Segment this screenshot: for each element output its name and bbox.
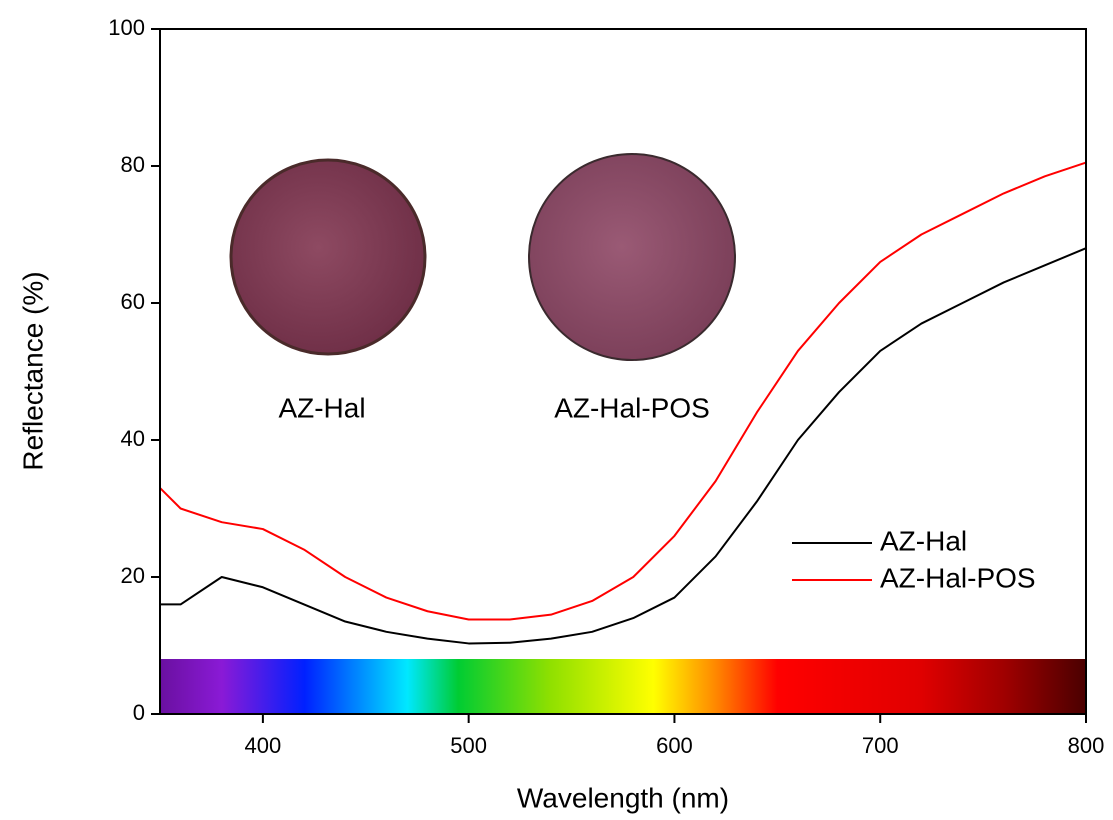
- x-tick-label: 500: [450, 733, 487, 758]
- x-tick-label: 800: [1068, 733, 1105, 758]
- annotation: AZ-Hal: [278, 392, 365, 423]
- x-tick-label: 600: [656, 733, 693, 758]
- y-tick-label: 80: [121, 152, 145, 177]
- y-tick-label: 100: [108, 15, 145, 40]
- y-tick-label: 20: [121, 563, 145, 588]
- x-axis-title: Wavelength (nm): [517, 782, 729, 813]
- annotation: AZ-Hal-POS: [554, 392, 710, 423]
- x-tick-label: 700: [862, 733, 899, 758]
- y-axis-title: Reflectance (%): [17, 271, 48, 470]
- legend-label: AZ-Hal-POS: [880, 562, 1036, 593]
- legend-label: AZ-Hal: [880, 525, 967, 556]
- spectrum-bar: [160, 659, 1086, 714]
- y-tick-label: 40: [121, 426, 145, 451]
- sample-disc: [528, 153, 736, 361]
- series-line: [160, 247, 1087, 645]
- series-line: [159, 161, 1087, 621]
- x-tick-label: 400: [245, 733, 282, 758]
- y-tick-label: 60: [121, 289, 145, 314]
- y-tick-label: 0: [133, 700, 145, 725]
- plot-area: [159, 161, 1087, 645]
- plot-frame: [159, 28, 1087, 715]
- sample-disc: [229, 158, 427, 356]
